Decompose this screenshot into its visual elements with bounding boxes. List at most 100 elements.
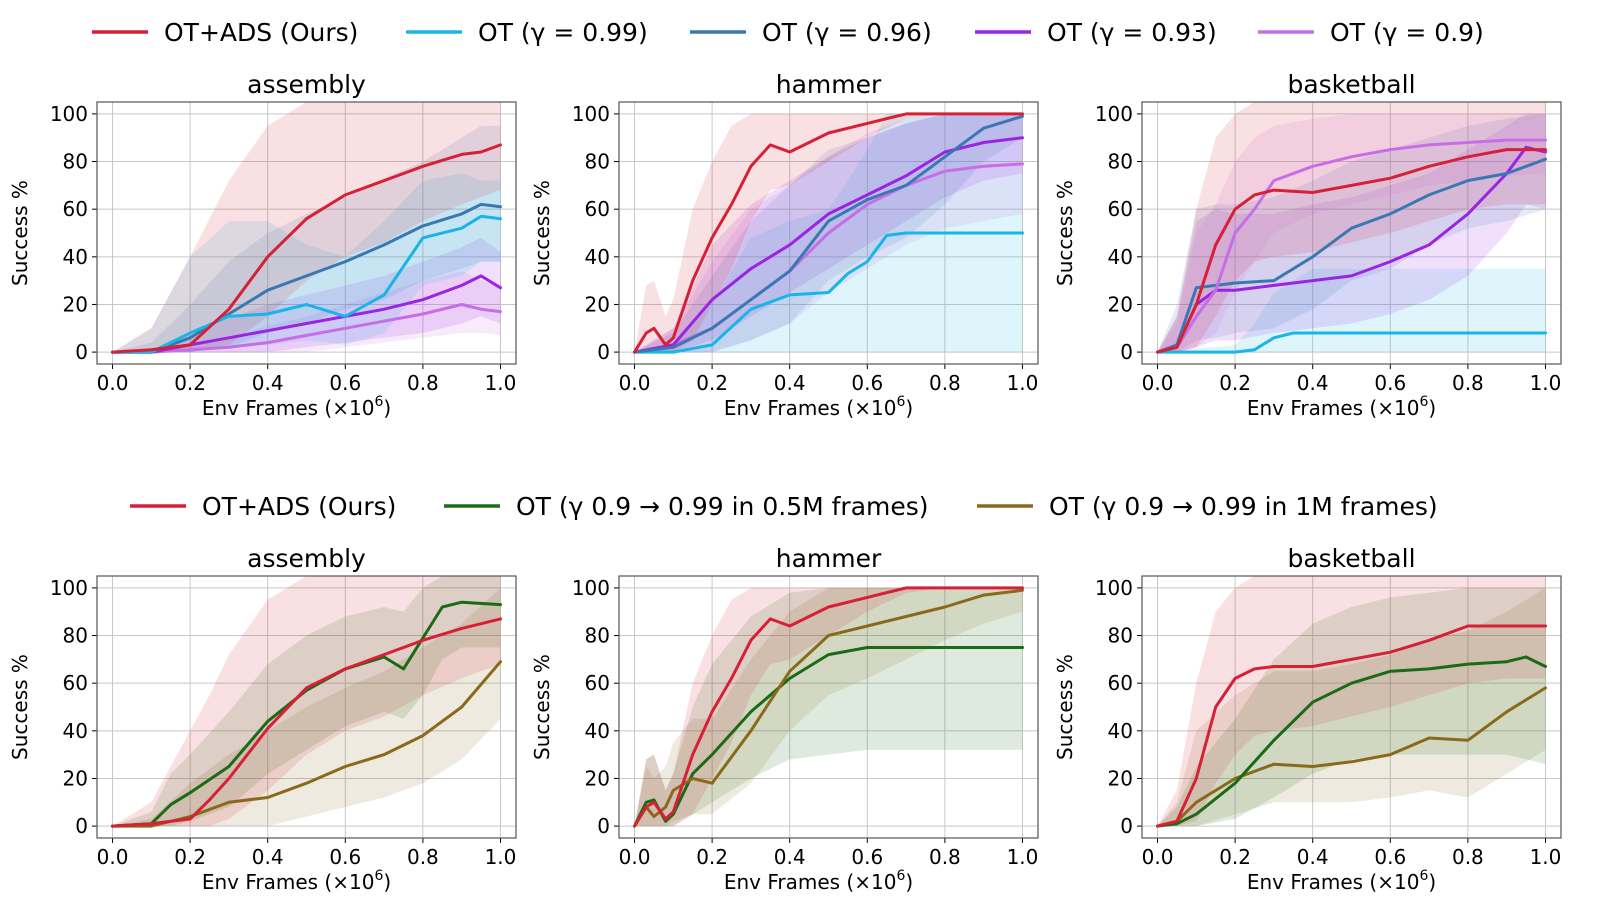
series-line: [111, 202, 502, 354]
series-lines: [633, 586, 1024, 828]
x-axis-label: Env Frames (×106): [1247, 868, 1436, 894]
series-band: [112, 587, 501, 827]
chart-title: assembly: [247, 544, 366, 573]
y-tick-label: 0: [1120, 814, 1133, 838]
series-band: [112, 576, 501, 827]
plot-frame: [96, 101, 517, 365]
x-axis-label-text: Env Frames (×10: [202, 396, 375, 420]
y-tick-label: 100: [572, 576, 610, 600]
y-axis-label: Success %: [8, 180, 32, 286]
series-lines: [1156, 624, 1547, 828]
series-lines: [633, 112, 1024, 354]
y-tick-label: 60: [1108, 671, 1133, 695]
series-line: [1156, 655, 1547, 828]
x-tick-label: 1.0: [1530, 845, 1562, 869]
x-tick-label: 0.2: [1219, 371, 1251, 395]
x-tick-label: 0.2: [174, 371, 206, 395]
x-axis-label: Env Frames (×106): [202, 868, 391, 894]
y-tick-label: 100: [1095, 576, 1133, 600]
legend-label: OT+ADS (Ours): [202, 492, 396, 521]
plot-frame: [618, 575, 1039, 839]
series-line: [1156, 624, 1547, 828]
series-line: [111, 617, 502, 828]
chart-title: basketball: [1287, 70, 1415, 99]
series-line: [1156, 331, 1547, 354]
series-line: [633, 646, 1024, 828]
legend-label: OT (γ = 0.9): [1330, 18, 1484, 47]
x-tick-label: 0.0: [1142, 371, 1174, 395]
y-tick-label: 40: [585, 245, 610, 269]
y-tick-label: 60: [63, 671, 88, 695]
chart-basketball-2: basketball 0.0 0.2 0.4 0.6 0.8 1.0 0 20 40 60 80 100…: [1053, 544, 1562, 894]
x-tick-label: 1.0: [1007, 845, 1039, 869]
confidence-bands: [112, 576, 501, 827]
chart-hammer-1: hammer 0.0 0.2 0.4 0.6 0.8 1.0 0 20 40 60 80 100 Env …: [530, 70, 1039, 420]
y-tick-label: 80: [63, 624, 88, 648]
x-axis-label-text: Env Frames (×10: [724, 870, 897, 894]
x-tick-label: 0.6: [329, 371, 361, 395]
y-tick-label: 80: [585, 624, 610, 648]
x-tick-label: 1.0: [485, 845, 517, 869]
x-axis-label: Env Frames (×106): [202, 394, 391, 420]
x-tick-label: 0.4: [774, 371, 806, 395]
x-tick-label: 1.0: [1007, 371, 1039, 395]
series-line: [1156, 686, 1547, 828]
y-axis-label: Success %: [530, 180, 554, 286]
plot-frame: [1141, 575, 1562, 839]
x-tick-label: 0.2: [1219, 845, 1251, 869]
y-tick-label: 0: [75, 340, 88, 364]
x-axis-label-text: Env Frames (×10: [202, 870, 375, 894]
series-line: [633, 586, 1024, 828]
x-axis-label-text: Env Frames (×10: [1247, 396, 1420, 420]
x-tick-label: 0.8: [929, 371, 961, 395]
series-band: [112, 125, 501, 353]
y-axis-label: Success %: [1053, 180, 1077, 286]
y-tick-label: 20: [585, 766, 610, 790]
x-tick-label: 0.0: [97, 371, 129, 395]
x-tick-label: 1.0: [485, 371, 517, 395]
legend-label: OT+ADS (Ours): [164, 18, 358, 47]
y-tick-label: 20: [585, 292, 610, 316]
legend-item: OT+ADS (Ours): [130, 492, 396, 521]
plot-frame: [1141, 101, 1562, 365]
y-tick-label: 60: [585, 197, 610, 221]
x-axis-label: Env Frames (×106): [724, 394, 913, 420]
x-axis-label-exponent: 6: [374, 868, 383, 884]
chart-title: hammer: [776, 70, 882, 99]
x-axis-label-exponent: 6: [1419, 394, 1428, 410]
x-tick-label: 0.6: [329, 845, 361, 869]
x-axis-label-exponent: 6: [1419, 868, 1428, 884]
series-line: [111, 303, 502, 354]
y-tick-label: 80: [1108, 624, 1133, 648]
plot-frame: [96, 575, 517, 839]
y-tick-label: 20: [1108, 292, 1133, 316]
y-tick-label: 0: [597, 340, 610, 364]
legend-label: OT (γ = 0.93): [1047, 18, 1217, 47]
series-band: [634, 587, 1023, 827]
x-axis-label-text: Env Frames (×10: [724, 396, 897, 420]
x-tick-label: 0.0: [619, 845, 651, 869]
x-tick-label: 0.6: [1374, 845, 1406, 869]
y-tick-label: 0: [75, 814, 88, 838]
x-tick-label: 0.2: [696, 371, 728, 395]
x-tick-label: 0.4: [1297, 845, 1329, 869]
legend-row-1: OT+ADS (Ours) OT (γ = 0.99) OT (γ = 0.96) O…: [92, 18, 1484, 47]
series-line: [633, 231, 1024, 354]
x-tick-label: 0.4: [252, 371, 284, 395]
y-tick-label: 80: [585, 150, 610, 174]
series-line: [633, 114, 1024, 354]
series-line: [111, 143, 502, 354]
series-band: [112, 271, 501, 353]
x-tick-label: 0.6: [851, 371, 883, 395]
series-line: [111, 214, 502, 354]
chart-basketball-1: basketball 0.0 0.2 0.4 0.6 0.8 1.0 0 20 40 60 80 100…: [1053, 70, 1562, 420]
series-lines: [111, 143, 502, 354]
series-band: [1157, 268, 1546, 353]
legend-item: OT+ADS (Ours): [92, 18, 358, 47]
plot-frame: [618, 101, 1039, 365]
y-tick-label: 80: [1108, 150, 1133, 174]
series-band: [1157, 113, 1546, 353]
legend-label: OT (γ = 0.99): [478, 18, 648, 47]
chart-assembly-1: assembly 0.0 0.2 0.4 0.6 0.8 1.0 0 20 40 60 80 100 En…: [8, 70, 517, 420]
legend-item: OT (γ 0.9 → 0.99 in 0.5M frames): [444, 492, 929, 521]
